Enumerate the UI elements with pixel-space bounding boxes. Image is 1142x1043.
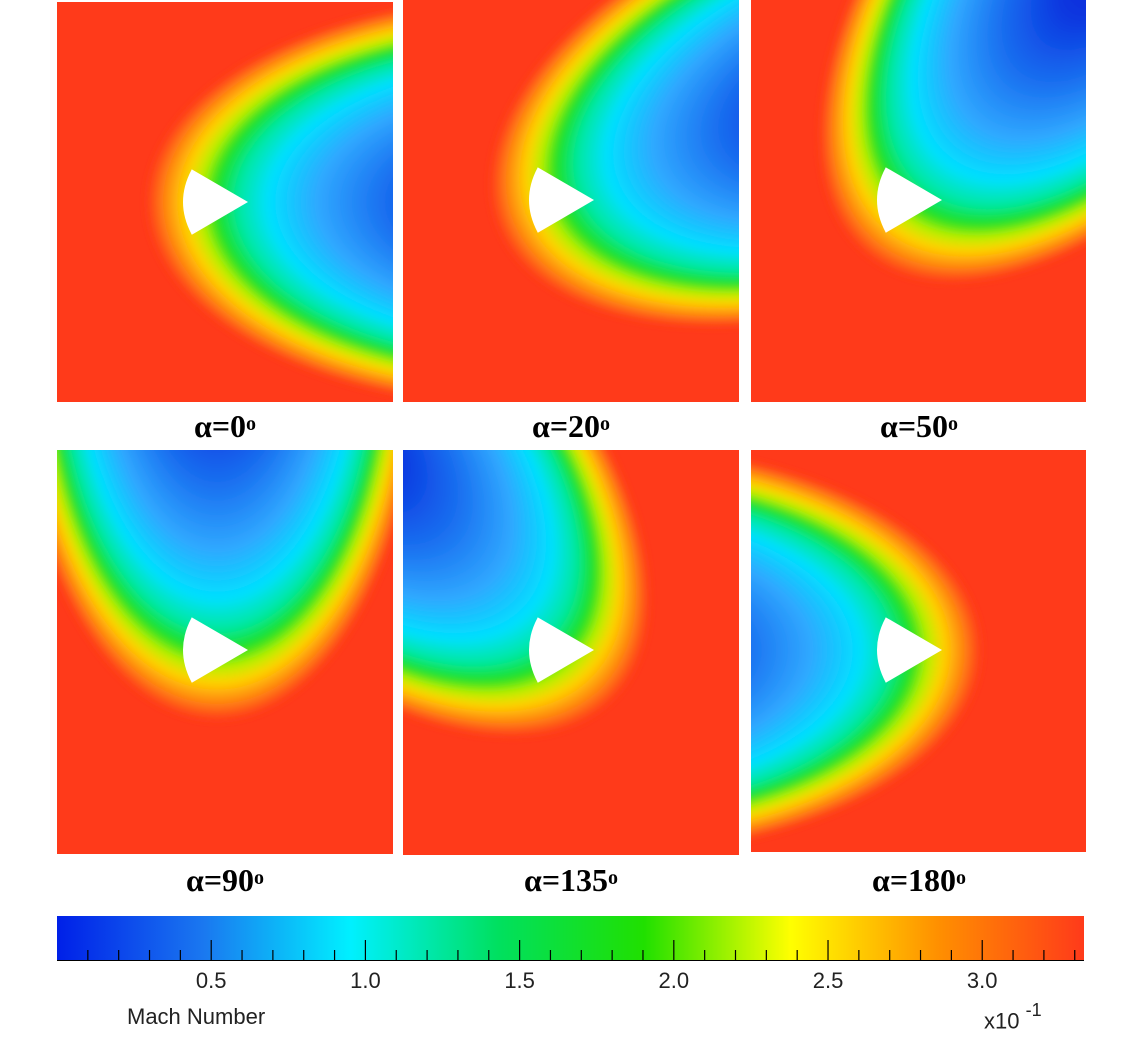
low-mach-wake-region (403, 450, 650, 737)
mach-contour-plot (57, 450, 393, 854)
colorbar-tick-label: 0.5 (195, 968, 227, 993)
contour-panel-alpha-0 (57, 2, 393, 402)
bluff-body-shape (183, 617, 248, 683)
colorbar (57, 916, 1084, 961)
colorbar-ticks (87, 940, 1076, 960)
panel-caption: α=0o (193, 408, 257, 444)
mach-contour-plot (403, 450, 739, 855)
colorbar-tick-label: 2.5 (812, 968, 844, 993)
contour-panel-alpha-50 (751, 0, 1086, 402)
low-mach-wake-region (147, 10, 393, 394)
bluff-body-shape (877, 167, 942, 233)
panel-caption: α=135o (523, 862, 619, 898)
panel-caption: α=50o (879, 408, 959, 444)
bluff-body-shape (183, 169, 248, 235)
contour-panel-alpha-20 (403, 0, 739, 402)
colorbar-title: Mach Number (127, 1004, 266, 1029)
panel-caption: α=180o (871, 862, 967, 898)
mach-contour-plot (403, 0, 739, 402)
bluff-body-shape (529, 167, 594, 233)
low-mach-wake-region (819, 0, 1086, 283)
bluff-body-shape (877, 617, 942, 683)
bluff-body-shape (529, 617, 594, 683)
colorbar-tick-label: 1.0 (350, 968, 381, 993)
low-mach-wake-region (57, 450, 393, 720)
mach-contour-plot (751, 0, 1086, 402)
contour-panel-alpha-90 (57, 450, 393, 854)
mach-contour-plot (57, 2, 393, 402)
contour-panel-alpha-135 (403, 450, 739, 855)
panel-caption: α=90o (185, 862, 265, 898)
panel-caption: α=20o (531, 408, 611, 444)
low-mach-wake-region (490, 0, 739, 327)
colorbar-tick-label: 3.0 (966, 968, 998, 993)
colorbar-tick-label: 1.5 (504, 968, 535, 993)
mach-contour-plot (751, 450, 1086, 852)
colorbar-tick-label: 2.0 (658, 968, 690, 993)
contour-panel-alpha-180 (751, 450, 1086, 852)
low-mach-wake-region (751, 461, 981, 839)
colorbar-multiplier: x10 -1 (984, 1000, 1042, 1034)
